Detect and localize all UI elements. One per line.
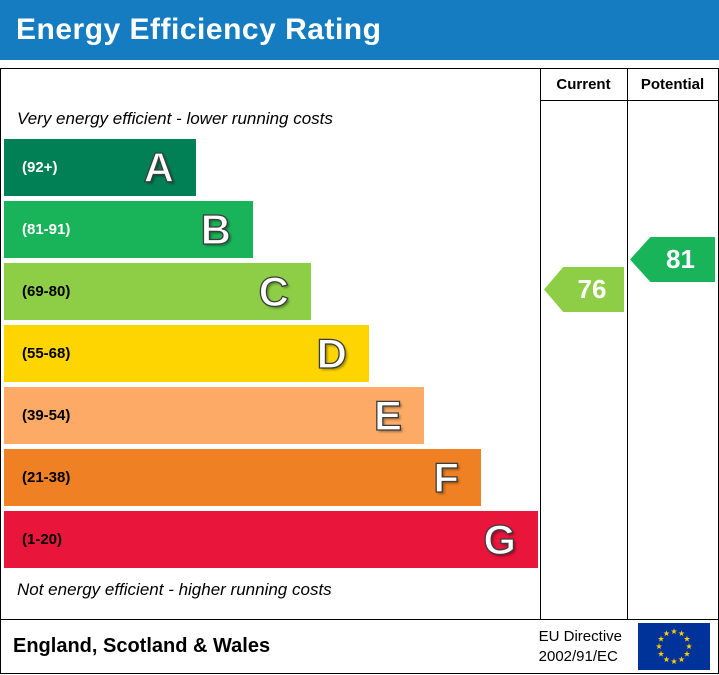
potential-rating-arrow: 81 (630, 237, 715, 282)
efficiency-caption-top: Very energy efficient - lower running co… (17, 109, 333, 128)
band-range-label: (92+) (22, 159, 58, 176)
region-label: England, Scotland & Wales (13, 635, 271, 657)
rating-table-frame: Current Potential Very energy efficient … (0, 68, 719, 674)
current-rating-value: 76 (577, 274, 607, 304)
eu-flag-icon (638, 623, 710, 670)
band-letter: F (433, 453, 460, 501)
eu-directive-line2: 2002/91/EC (538, 647, 618, 665)
band-letter: B (200, 205, 232, 253)
band-range-label: (21-38) (22, 469, 71, 486)
rating-band-a: (92+) A (4, 139, 196, 196)
energy-rating-banner: Energy Efficiency Rating (0, 0, 719, 60)
header-spacer (1, 69, 540, 101)
column-divider-potential (627, 69, 628, 619)
eu-directive-line1: EU Directive (538, 628, 622, 645)
potential-rating-value: 81 (666, 244, 695, 274)
column-header-potential: Potential (627, 69, 718, 101)
band-letter: E (373, 391, 402, 439)
band-range-label: (55-68) (22, 345, 71, 362)
current-rating-arrow: 76 (544, 267, 624, 312)
rating-chart: Current Potential Very energy efficient … (1, 69, 718, 620)
eu-directive-label: EU Directive 2002/91/EC (539, 627, 622, 666)
table-header-row: Current Potential (1, 69, 718, 101)
rating-band-f: (21-38) F (4, 449, 481, 506)
rating-band-c: (69-80) C (4, 263, 311, 320)
band-range-label: (1-20) (22, 531, 63, 548)
band-letter: A (143, 143, 175, 191)
rating-band-e: (39-54) E (4, 387, 424, 444)
efficiency-caption-bottom: Not energy efficient - higher running co… (17, 580, 332, 599)
rating-bands: (92+) A (81-91) B (69-80) C (55-68) D (3… (4, 139, 718, 568)
band-range-label: (39-54) (22, 407, 71, 424)
band-range-label: (69-80) (22, 283, 71, 300)
page-title: Energy Efficiency Rating (16, 13, 382, 46)
column-divider-current (540, 69, 541, 619)
band-letter: C (258, 267, 290, 315)
band-letter: D (316, 329, 348, 377)
rating-band-g: (1-20) G (4, 511, 538, 568)
column-header-current: Current (540, 69, 627, 101)
band-letter: G (483, 515, 517, 563)
rating-band-b: (81-91) B (4, 201, 253, 258)
rating-band-d: (55-68) D (4, 325, 369, 382)
footer: England, Scotland & Wales EU Directive 2… (1, 620, 718, 673)
band-range-label: (81-91) (22, 221, 71, 238)
